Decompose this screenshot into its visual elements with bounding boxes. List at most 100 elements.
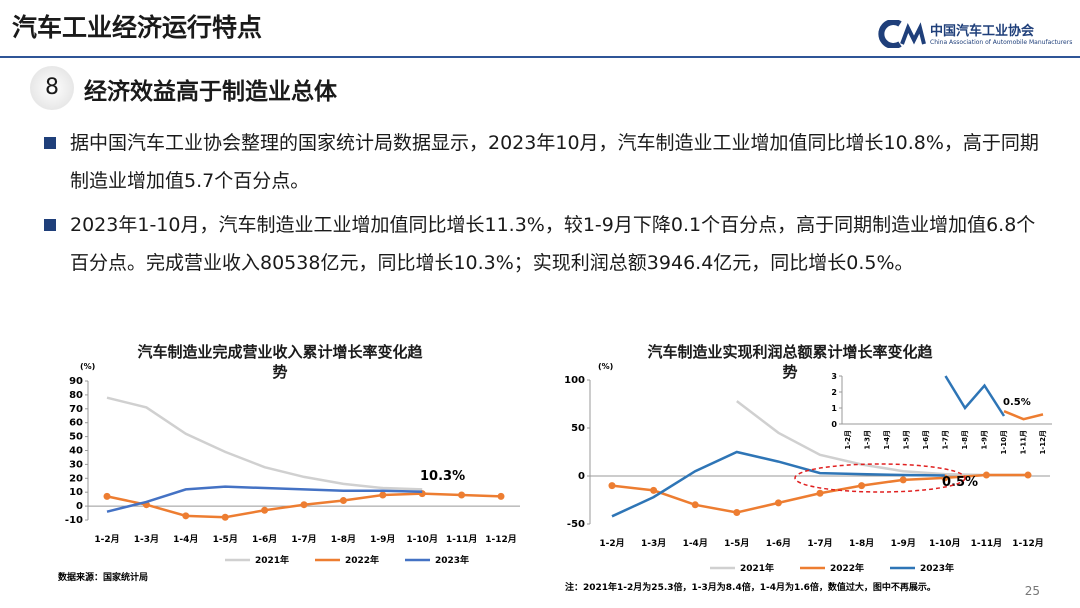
x-tick-label: 1-3月 [864,430,872,450]
legend-label: 2022年 [345,554,379,566]
legend-label: 2021年 [740,562,774,574]
point [182,512,190,520]
x-tick-label: 1-3月 [134,534,159,545]
legend-label: 2023年 [435,554,469,566]
x-tick-label: 1-2月 [94,534,119,545]
y-tick-label: -10 [65,515,83,526]
x-tick-label: 1-5月 [213,534,238,545]
x-tick-label: 1-5月 [724,538,749,549]
logo-icon [878,20,926,48]
point [774,499,782,507]
x-tick-label: 1-10月 [929,538,961,549]
logo-name: 中国汽车工业协会 [930,24,1035,39]
x-tick-label: 1-8月 [961,430,969,450]
y-tick-label: 30 [69,459,83,470]
x-tick-label: 1-6月 [766,538,791,549]
section-title: 经济效益高于制造业总体 [84,79,337,105]
series-line [611,450,945,518]
x-tick-label: 1-2月 [844,430,852,450]
bullet-text: 2023年1-10月，汽车制造业工业增加值同比增长11.3%，较1-9月下降0.… [70,214,1036,274]
y-tick-label: 50 [571,423,585,434]
x-tick-label: 1-6月 [252,534,277,545]
y-tick-label: 80 [69,390,83,401]
point [300,501,308,509]
x-tick-label: 1-4月 [683,538,708,549]
section-number: 8 [30,66,74,110]
x-tick-label: 1-8月 [849,538,874,549]
point [733,508,741,516]
chart-title: 汽车制造业实现利润总额累计增长率变化趋势 [647,343,933,381]
x-tick-label: 1-3月 [641,538,666,549]
source: 数据来源：国家统计局 [58,571,148,583]
point [458,491,466,499]
chart-title: 汽车制造业完成营业收入累计增长率变化趋势 [137,343,423,381]
point [497,492,505,500]
y-tick-label: 50 [69,432,83,443]
point [339,497,347,505]
x-tick-label: 1-4月 [883,430,891,450]
legend-label: 2021年 [255,554,289,566]
x-tick-label: 1-5月 [903,430,911,450]
point [379,491,387,499]
bullet-icon [44,219,56,231]
point [982,471,990,479]
series-line [1003,410,1044,421]
x-tick-label: 1-11月 [971,538,1003,549]
point [816,489,824,497]
series-line [106,485,423,513]
x-tick-label: 1-9月 [981,430,989,450]
x-tick-label: 1-11月 [446,534,478,545]
x-tick-label: 1-9月 [891,538,916,549]
bullet-icon [44,137,56,149]
y-tick-label: 70 [69,404,83,415]
annotation: 10.3% [420,469,465,484]
annotation: 0.5% [1003,397,1031,408]
y-axis-label: (%) [80,362,95,371]
x-tick-label: 1-2月 [599,538,624,549]
x-tick-label: 1-10月 [406,534,438,545]
point [221,513,229,521]
logo-subtitle: China Association of Automobile Manufact… [930,39,1073,46]
y-tick-label: 40 [69,446,83,457]
point [261,506,269,514]
x-tick-label: 1-6月 [922,430,930,450]
y-tick-label: 0 [831,420,837,429]
series-line [106,396,423,491]
point [1024,471,1032,479]
y-tick-label: 1 [831,404,837,413]
legend-label: 2022年 [830,562,864,574]
x-tick-label: 1-9月 [370,534,395,545]
point [858,482,866,490]
y-tick-label: 20 [69,473,83,484]
point [103,492,111,500]
y-tick-label: 100 [564,375,585,386]
x-tick-label: 1-11月 [1020,430,1028,455]
point [608,482,616,490]
bullet-text: 据中国汽车工业协会整理的国家统计局数据显示，2023年10月，汽车制造业工业增加… [70,132,1039,192]
x-tick-label: 1-12月 [485,534,517,545]
y-tick-label: 60 [69,418,83,429]
y-tick-label: 90 [69,376,83,387]
y-tick-label: -50 [567,519,585,530]
y-tick-label: 0 [578,471,585,482]
highlight-ellipse [794,463,966,493]
x-tick-label: 1-7月 [291,534,316,545]
y-tick-label: 2 [831,388,837,397]
divider [0,56,1080,58]
x-tick-label: 1-12月 [1012,538,1044,549]
page-number: 25 [1025,584,1040,598]
legend-label: 2023年 [920,562,954,574]
point [650,486,658,494]
y-tick-label: 10 [69,487,83,498]
x-tick-label: 1-7月 [942,430,950,450]
series-line [944,375,1006,417]
y-tick-label: 3 [831,372,837,381]
x-tick-label: 1-10月 [1000,430,1008,455]
y-axis-label: (%) [598,362,613,371]
point [899,476,907,484]
point [691,501,699,509]
x-tick-label: 1-7月 [807,538,832,549]
slide-title: 汽车工业经济运行特点 [12,13,263,42]
